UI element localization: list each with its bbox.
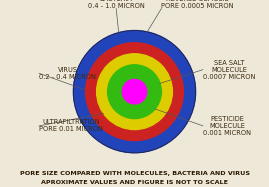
Circle shape <box>122 79 147 104</box>
Circle shape <box>86 43 183 141</box>
Text: VIRUS
0.2 - 0.4 MICRON: VIRUS 0.2 - 0.4 MICRON <box>39 67 96 80</box>
Text: PESTICIDE
MOLECULE
0.001 MICRON: PESTICIDE MOLECULE 0.001 MICRON <box>203 116 251 136</box>
Text: APROXIMATE VALUES AND FIGURE IS NOT TO SCALE: APROXIMATE VALUES AND FIGURE IS NOT TO S… <box>41 180 228 185</box>
Text: SEA SALT
MOLECULE
0.0007 MICRON: SEA SALT MOLECULE 0.0007 MICRON <box>203 60 255 80</box>
Circle shape <box>73 30 196 153</box>
Text: REVERSE OSMOSIS
PORE 0.0005 MICRON: REVERSE OSMOSIS PORE 0.0005 MICRON <box>161 0 234 9</box>
Text: PORE SIZE COMPARED WITH MOLECULES, BACTERIA AND VIRUS: PORE SIZE COMPARED WITH MOLECULES, BACTE… <box>19 171 250 176</box>
Circle shape <box>97 54 172 130</box>
Text: ULTRAFILTRATION
PORE 0.01 MICRON: ULTRAFILTRATION PORE 0.01 MICRON <box>39 119 103 132</box>
Text: BACTERIA
0.4 - 1.0 MICRON: BACTERIA 0.4 - 1.0 MICRON <box>88 0 144 9</box>
Circle shape <box>108 65 161 119</box>
